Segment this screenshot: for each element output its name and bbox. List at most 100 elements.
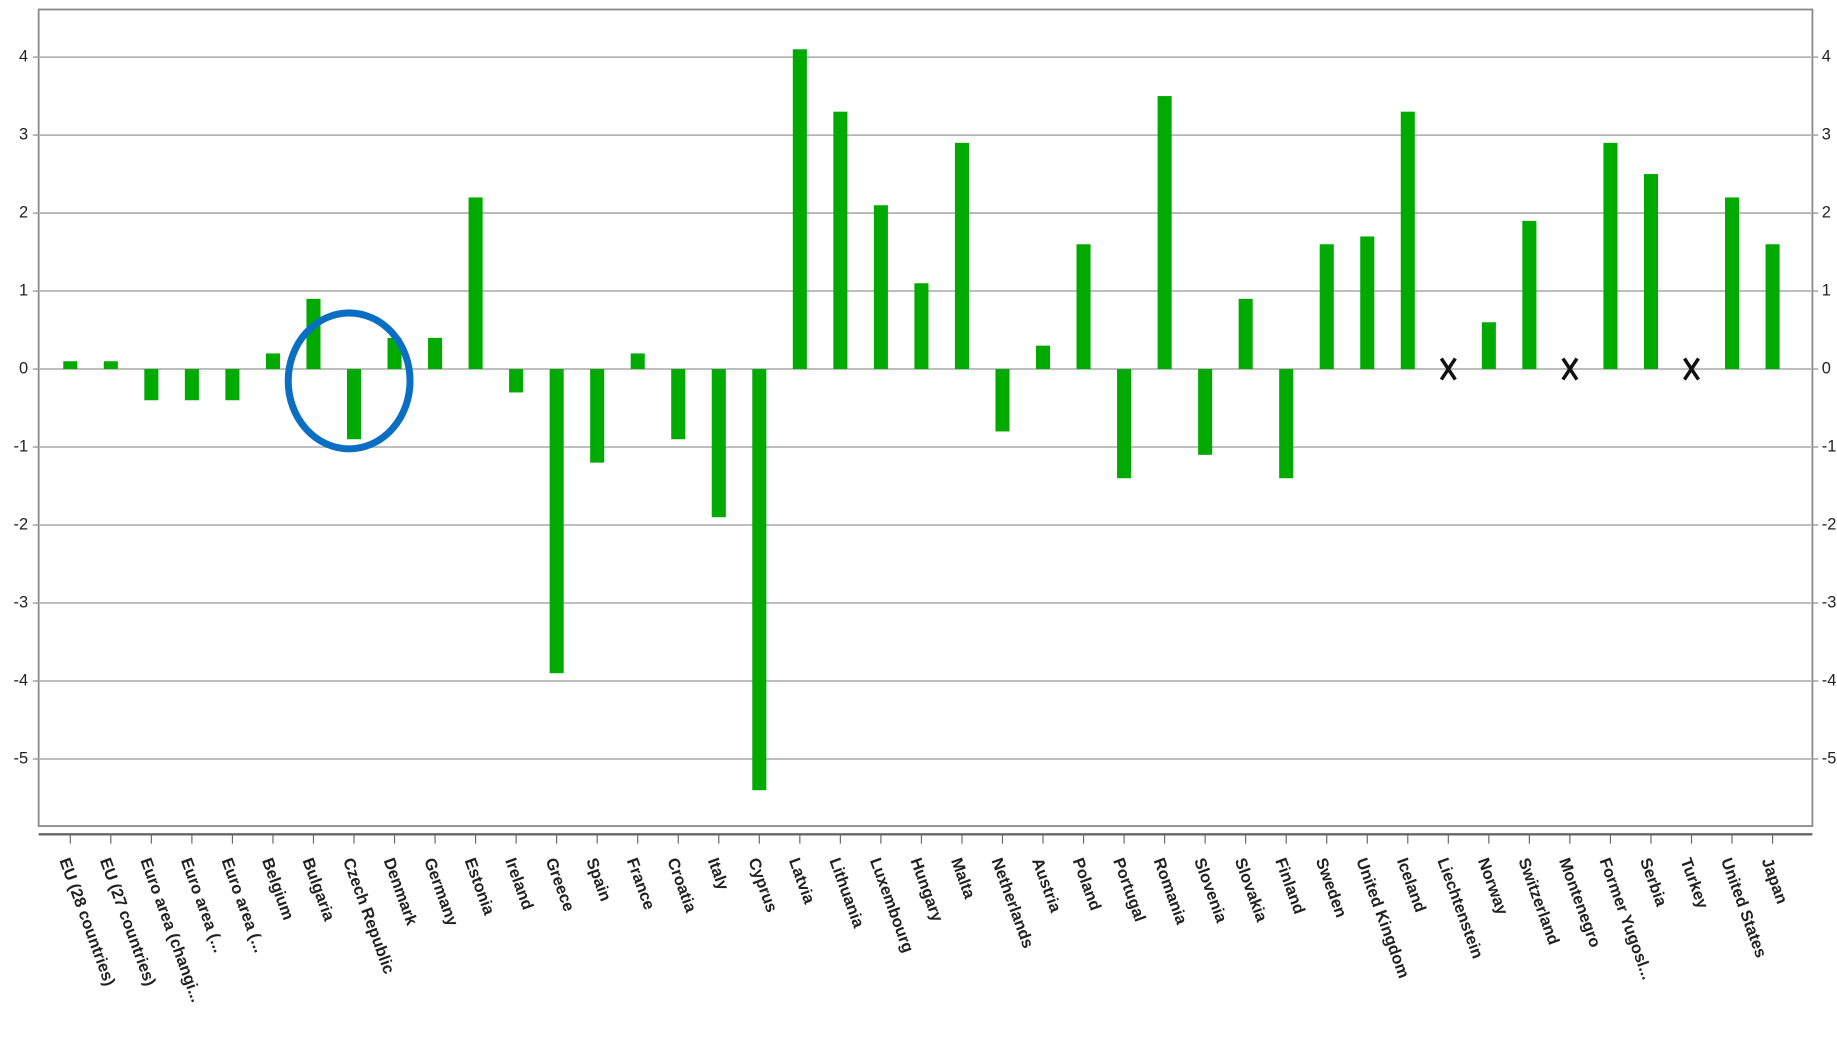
- x-tick-label: Norway: [1474, 856, 1511, 919]
- y2-tick-label: -2: [1822, 515, 1837, 533]
- bar: [428, 337, 443, 370]
- bar: [1279, 369, 1294, 479]
- bar: [1157, 96, 1172, 370]
- x-tick-label: Slovakia: [1231, 856, 1271, 925]
- x-tick-label: Slovenia: [1190, 856, 1230, 926]
- y-tick-label: -2: [14, 515, 29, 533]
- bar: [144, 369, 159, 401]
- missing-marker: [1439, 357, 1457, 381]
- y2-tick-label: -1: [1822, 437, 1837, 455]
- y-tick-label: 0: [19, 359, 28, 377]
- bar: [1643, 174, 1659, 370]
- y2-tick-label: 3: [1822, 125, 1831, 143]
- missing-x: [1683, 357, 1700, 381]
- x-tick-label: Iceland: [1393, 856, 1429, 915]
- bar: [1035, 345, 1051, 370]
- bar: [995, 369, 1010, 432]
- bar: [590, 369, 605, 463]
- bar: [346, 369, 362, 440]
- bar: [509, 369, 524, 393]
- bar: [1603, 142, 1618, 370]
- bar: [1481, 322, 1496, 370]
- y-tick-label: -5: [14, 749, 29, 767]
- bar: [184, 369, 199, 401]
- x-tick-label: Austria: [1028, 856, 1065, 916]
- x-tick-label: Finland: [1271, 856, 1308, 917]
- bar: [1319, 244, 1334, 370]
- y-tick-label: -4: [14, 671, 29, 689]
- x-tick-label: Serbia: [1636, 856, 1670, 910]
- bar: [265, 353, 280, 370]
- x-tick-label: Lithuania: [826, 856, 868, 931]
- y-tick-label: 3: [19, 125, 28, 143]
- y2-tick-label: 0: [1822, 359, 1831, 377]
- bar: [671, 369, 686, 440]
- bar: [1117, 369, 1132, 479]
- x-tick-label: France: [623, 856, 658, 913]
- x-tick-label: Germany: [420, 856, 462, 930]
- bar: [833, 111, 848, 370]
- y-tick-label: 1: [19, 281, 28, 299]
- x-tick-label: Switzerland: [1515, 856, 1563, 948]
- bar: [468, 197, 483, 370]
- plot-frame: [37, 8, 1814, 827]
- y2-tick-label: -5: [1822, 749, 1837, 767]
- x-tick-label: Italy: [704, 856, 732, 894]
- x-tick-label: Croatia: [663, 856, 700, 916]
- y2-tick-label: -3: [1822, 593, 1837, 611]
- x-tick-label: Montenegro: [1555, 856, 1604, 950]
- bar: [1765, 244, 1780, 370]
- bar: [225, 369, 240, 401]
- y2-tick-label: 4: [1822, 47, 1831, 65]
- highlight-ellipse: [284, 309, 414, 453]
- bar: [306, 298, 321, 370]
- x-tick-label: Ireland: [501, 856, 536, 913]
- x-tick-label: Sweden: [1312, 856, 1350, 920]
- missing-marker: [1683, 357, 1700, 381]
- bar: [1725, 197, 1740, 370]
- y-tick-label: -3: [14, 593, 29, 611]
- bar: [1198, 369, 1213, 455]
- x-tick-label: Greece: [542, 856, 578, 914]
- x-tick-label: Denmark: [380, 856, 421, 929]
- x-tick-label: Cyprus: [744, 856, 780, 915]
- x-tick-label: Netherlands: [988, 856, 1037, 951]
- x-tick-label: Portugal: [1109, 856, 1149, 925]
- bar: [549, 369, 564, 674]
- y2-tick-label: 2: [1822, 203, 1831, 221]
- bar: [873, 205, 888, 370]
- bar: [752, 369, 767, 791]
- y2-tick-label: 1: [1822, 281, 1831, 299]
- y-tick-label: 2: [19, 203, 28, 221]
- bar: [914, 283, 929, 370]
- missing-x: [1439, 357, 1457, 381]
- bar: [630, 353, 645, 370]
- bar: [1076, 244, 1091, 370]
- x-tick-label: Bulgaria: [299, 856, 339, 925]
- bar: [63, 361, 78, 370]
- x-tick-label: Hungary: [907, 856, 947, 925]
- bar: [1238, 298, 1253, 370]
- missing-x: [1561, 357, 1579, 381]
- y-tick-label: 4: [19, 47, 28, 65]
- bar: [1360, 236, 1375, 370]
- x-tick-label: Malta: [947, 856, 979, 902]
- bar: [1400, 111, 1415, 370]
- x-tick-label: Latvia: [785, 856, 818, 908]
- x-tick-label: Turkey: [1677, 856, 1712, 912]
- bar: [954, 142, 969, 370]
- x-tick-label: Luxembourg: [866, 856, 917, 955]
- bar: [103, 361, 118, 370]
- y-tick-label: -1: [14, 437, 29, 455]
- bar: [792, 49, 807, 370]
- x-tick-label: Estonia: [461, 856, 498, 919]
- x-tick-label: Poland: [1069, 856, 1105, 914]
- y2-tick-label: -4: [1822, 671, 1837, 689]
- x-tick-label: Spain: [582, 856, 614, 904]
- missing-marker: [1561, 357, 1579, 381]
- bar: [711, 369, 726, 518]
- x-tick-label: Japan: [1758, 856, 1791, 907]
- bar: [1522, 220, 1537, 370]
